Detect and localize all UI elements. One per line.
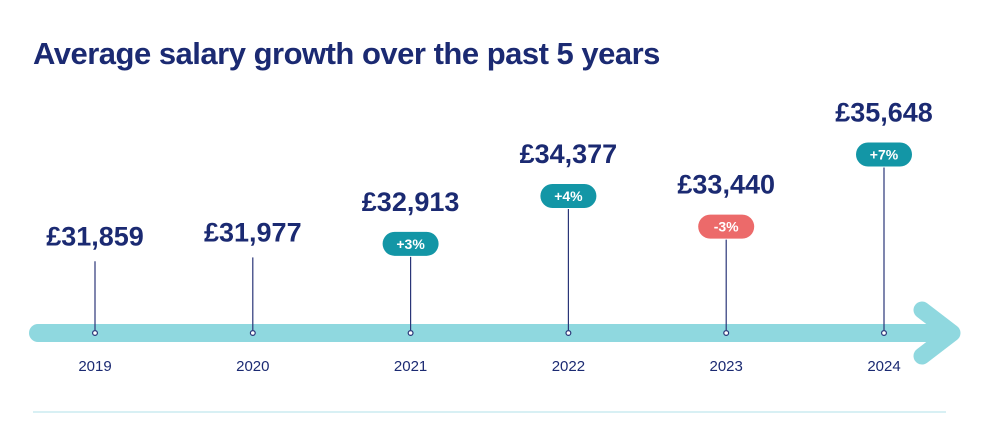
salary-value-label: £32,913: [362, 187, 460, 217]
salary-value-label: £34,377: [520, 139, 618, 169]
timeline-node: [880, 330, 887, 337]
salary-value-label: £31,859: [46, 221, 144, 251]
change-badge: [856, 142, 912, 167]
change-badge: [698, 214, 755, 239]
change-badge-label: +7%: [870, 146, 899, 162]
year-tick-label: 2023: [710, 358, 743, 375]
change-badge-label: +3%: [396, 236, 425, 252]
timeline-arrow-head: [913, 301, 961, 365]
timeline-node: [249, 330, 256, 337]
salary-value-label: £33,440: [677, 170, 775, 200]
timeline-node: [723, 330, 730, 337]
bottom-divider: [33, 411, 946, 413]
year-tick-label: 2022: [552, 358, 585, 375]
timeline-node: [91, 330, 98, 337]
change-badge-label: +4%: [554, 188, 583, 204]
salary-value-label: £31,977: [204, 217, 302, 247]
year-tick-label: 2020: [236, 358, 269, 375]
timeline-node: [565, 330, 572, 337]
timeline-node: [407, 330, 414, 337]
change-badge: [382, 231, 439, 256]
year-tick-label: 2024: [867, 358, 900, 375]
change-badge-label: -3%: [714, 219, 739, 235]
change-badge: [540, 184, 597, 209]
year-tick-label: 2019: [78, 358, 111, 375]
salary-value-label: £35,648: [835, 97, 933, 127]
year-tick-label: 2021: [394, 358, 427, 375]
chart-title: Average salary growth over the past 5 ye…: [33, 36, 660, 71]
